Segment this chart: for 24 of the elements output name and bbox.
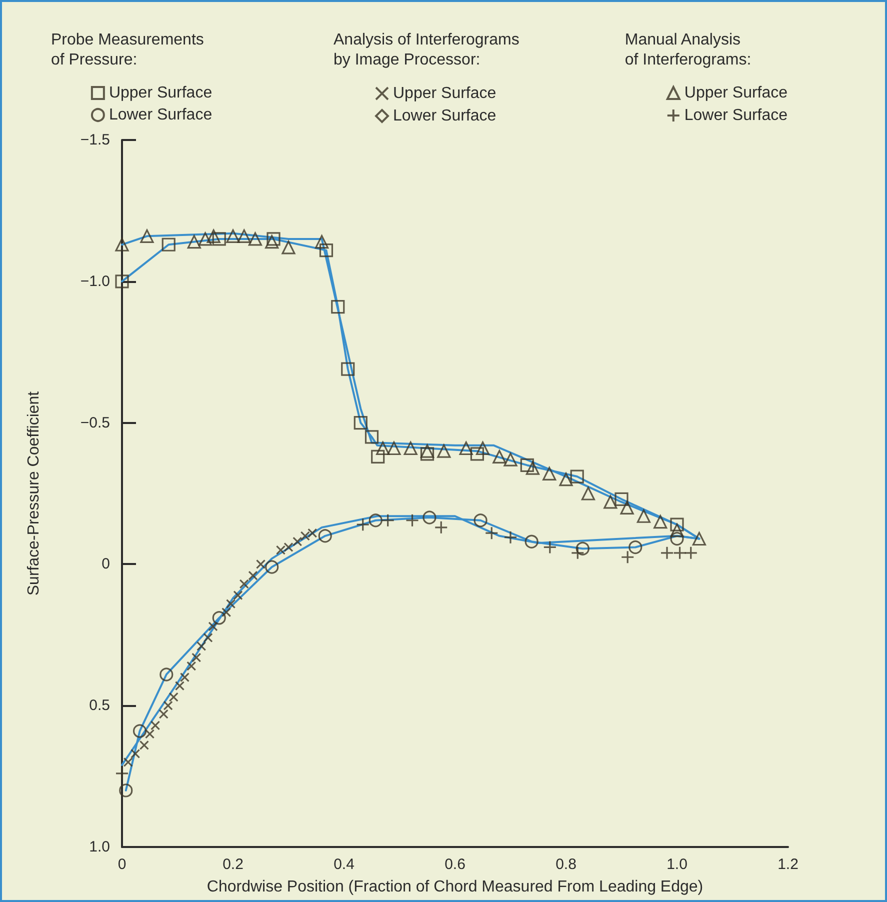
text: Analysis of Interferograms by Image Processor:	[334, 32, 520, 68]
x-tick-label: 0.2	[222, 856, 244, 873]
x-tick-label: 0	[118, 856, 126, 873]
y-tick-label: −0.5	[80, 414, 110, 432]
x-tick-label: 0.6	[444, 856, 466, 873]
legend-label: Upper Surface	[684, 84, 788, 102]
y-tick-label: −1.0	[80, 272, 110, 290]
y-tick-label: 0.5	[89, 697, 110, 714]
y-tick-label: −1.5	[80, 132, 110, 148]
y-tick-label: 0	[102, 556, 110, 573]
legend-label: Lower Surface	[393, 108, 496, 124]
y-tick-label: 1.0	[89, 838, 110, 856]
text: Manual Analysis of Interferograms:	[624, 32, 752, 68]
x-tick-label: 0.4	[334, 856, 354, 873]
legend-label: Upper Surface	[393, 85, 496, 102]
legend-label: Lower Surface	[684, 107, 788, 124]
x-tick-label: 1.2	[778, 856, 798, 873]
x-axis-title: Chordwise Position (Fraction of Chord Measured From Leading Edge)	[206, 878, 704, 896]
legend-label: Lower Surface	[108, 106, 212, 124]
y-axis-title: Surface-Pressure Coefficient	[26, 390, 42, 596]
x-tick-label: 1.0	[666, 856, 688, 873]
legend-label: Upper Surface	[108, 84, 212, 102]
x-tick-label: 0.8	[556, 856, 576, 873]
text: Probe Measurements of Pressure:	[50, 32, 204, 68]
